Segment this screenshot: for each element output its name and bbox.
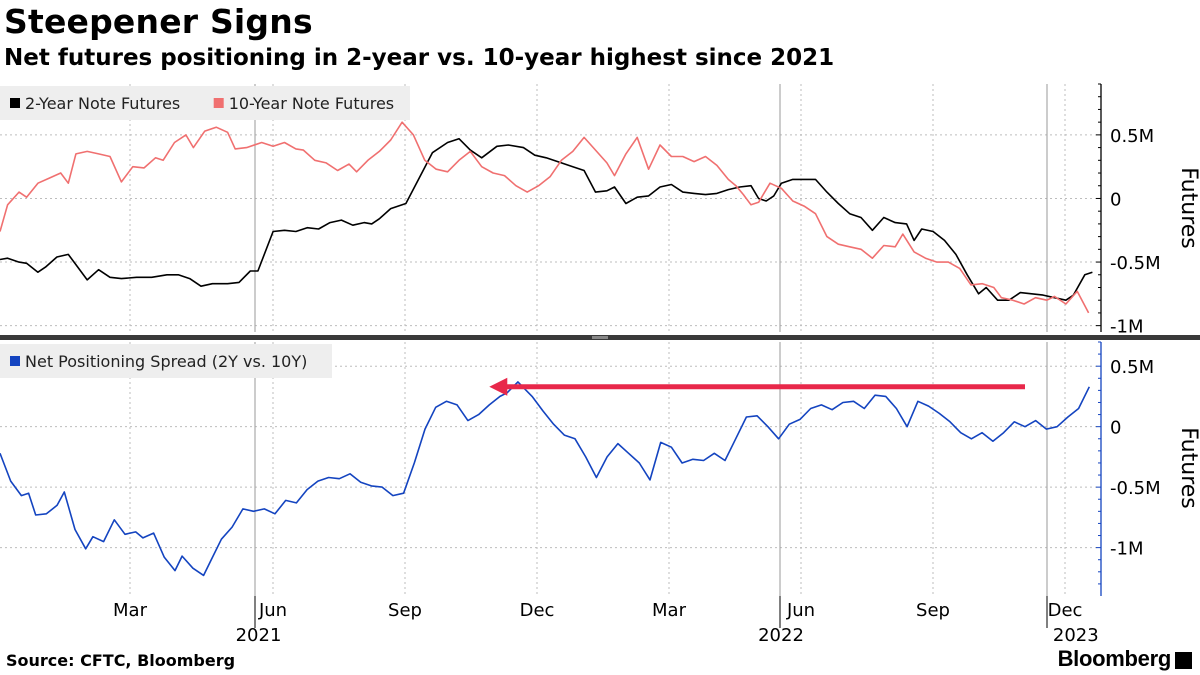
- x-year-label: 2022: [758, 625, 804, 646]
- legend-label: Net Positioning Spread (2Y vs. 10Y): [25, 352, 307, 371]
- x-tick-label: Sep: [388, 600, 422, 621]
- y-axis-title: Futures: [1176, 167, 1200, 249]
- x-tick-label: Sep: [916, 600, 950, 621]
- legend-label: 10-Year Note Futures: [229, 94, 394, 113]
- peak-arrow-head: [489, 377, 508, 396]
- chart-title: Steepener Signs: [4, 2, 313, 41]
- y-tick-label: -0.5M: [1110, 253, 1161, 274]
- bloomberg-mark-icon: [1175, 651, 1192, 669]
- series-line: [0, 137, 1093, 301]
- x-year-label: 2023: [1053, 625, 1099, 646]
- bloomberg-logo: Bloomberg: [1058, 646, 1192, 672]
- legend-label: 2-Year Note Futures: [25, 94, 180, 113]
- series-line: [0, 121, 1090, 314]
- x-tick-label: Mar: [113, 600, 148, 621]
- y-tick-label: -1M: [1110, 539, 1143, 560]
- series-line: [0, 381, 1091, 577]
- x-tick-label: Jun: [258, 600, 287, 621]
- legend-box: [0, 86, 410, 120]
- source-note: Source: CFTC, Bloomberg: [6, 651, 236, 670]
- y-tick-label: 0.5M: [1110, 126, 1154, 147]
- x-tick-label: Mar: [652, 600, 687, 621]
- x-tick-label: Dec: [520, 600, 555, 621]
- y-tick-label: 0: [1110, 418, 1121, 439]
- y-tick-label: 0: [1110, 189, 1121, 210]
- y-tick-label: 0.5M: [1110, 357, 1154, 378]
- legend-swatch: [10, 98, 20, 108]
- y-axis-title: Futures: [1176, 427, 1200, 509]
- chart-subtitle: Net futures positioning in 2-year vs. 10…: [4, 45, 835, 71]
- brand-name: Bloomberg: [1057, 646, 1172, 671]
- panel-resize-handle: [592, 336, 608, 339]
- y-tick-label: -0.5M: [1110, 478, 1161, 499]
- legend-box: [0, 344, 332, 378]
- y-tick-label: -1M: [1110, 317, 1143, 338]
- x-tick-label: Dec: [1048, 600, 1083, 621]
- x-year-label: 2021: [236, 625, 282, 646]
- x-tick-label: Jun: [786, 600, 815, 621]
- legend-swatch: [10, 356, 20, 366]
- legend-swatch: [213, 98, 224, 108]
